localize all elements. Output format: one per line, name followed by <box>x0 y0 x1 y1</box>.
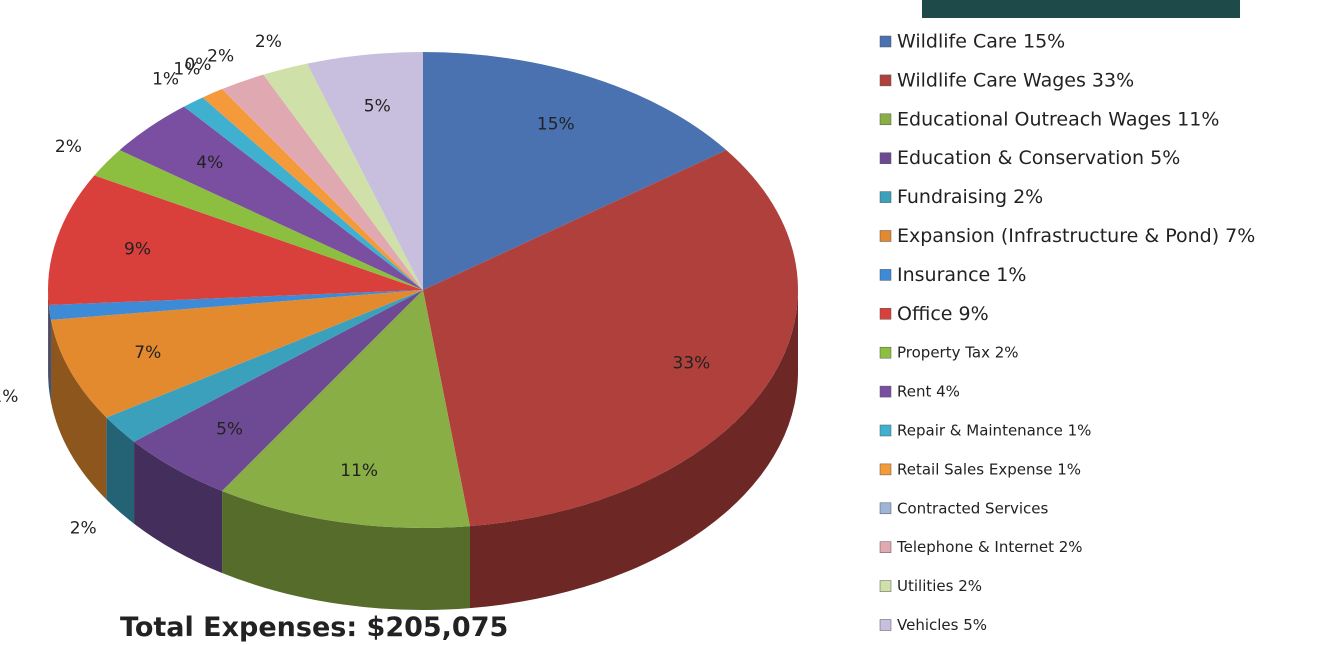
data-label: 1% <box>152 69 179 89</box>
data-label: 2% <box>255 32 282 52</box>
slice <box>48 175 423 305</box>
slice <box>263 63 423 291</box>
slice-side <box>106 417 135 524</box>
slice <box>119 106 424 290</box>
legend-label: Retail Sales Expense 1% <box>897 460 1081 478</box>
legend-swatch <box>879 619 892 631</box>
data-label: 2% <box>70 519 97 539</box>
legend-swatch <box>879 74 892 87</box>
slice <box>106 290 424 442</box>
data-label: 33% <box>673 354 711 374</box>
data-label: 5% <box>216 419 243 439</box>
legend-swatch <box>879 424 892 437</box>
legend-swatch <box>879 191 892 203</box>
data-label: 2% <box>207 46 234 66</box>
slice-side <box>134 441 223 573</box>
data-label: 1% <box>173 60 200 80</box>
legend-label: Rent 4% <box>897 383 960 401</box>
legend-label: Insurance 1% <box>897 264 1026 286</box>
data-label: 7% <box>134 343 161 363</box>
data-label: 4% <box>196 153 223 173</box>
legend-label: Education & Conservation 5% <box>897 147 1180 169</box>
data-label: 0% <box>184 55 211 75</box>
legend-label: Vehicles 5% <box>897 616 987 634</box>
legend-swatch <box>879 385 892 398</box>
legend-swatch <box>879 269 892 281</box>
slice <box>50 290 424 418</box>
legend-swatch <box>879 308 892 320</box>
legend-label: Utilities 2% <box>897 577 982 595</box>
slice <box>423 52 727 290</box>
legend-swatch <box>879 580 892 592</box>
data-label: 1% <box>0 387 18 407</box>
legend-label: Wildlife Care 15% <box>897 31 1065 53</box>
slice-side <box>469 290 798 609</box>
legend-label: Wildlife Care Wages 33% <box>897 69 1134 91</box>
slice <box>48 290 423 320</box>
slice <box>202 89 423 290</box>
slice <box>222 290 470 528</box>
legend-label: Expansion (Infrastructure & Pond) 7% <box>897 225 1255 247</box>
data-label: 11% <box>340 461 378 481</box>
legend-swatch <box>879 230 892 242</box>
chart-title: Total Expenses: $205,075 <box>120 612 508 643</box>
legend-label: Contracted Services <box>897 499 1048 517</box>
legend-swatch <box>879 35 892 48</box>
slice-side <box>48 304 51 402</box>
legend-swatch <box>879 463 892 476</box>
legend-label: Fundraising 2% <box>897 186 1043 208</box>
slice <box>423 150 798 527</box>
data-label: 5% <box>364 97 391 117</box>
slice <box>222 74 423 291</box>
legend-swatch <box>879 541 892 553</box>
data-label: 2% <box>55 137 82 157</box>
legend-label: Telephone & Internet 2% <box>896 538 1083 556</box>
slice-side <box>222 490 470 610</box>
data-label: 15% <box>537 115 575 135</box>
slice <box>307 52 423 290</box>
legend-label: Office 9% <box>897 303 989 325</box>
slice-side <box>50 319 107 500</box>
legend-label: Educational Outreach Wages 11% <box>897 108 1219 130</box>
slice <box>183 97 423 291</box>
legend-swatch <box>879 502 892 515</box>
legend-swatch <box>879 113 892 126</box>
legend-label: Repair & Maintenance 1% <box>897 422 1091 440</box>
photo <box>922 0 1240 18</box>
slice <box>134 290 423 491</box>
legend-swatch <box>879 152 892 164</box>
data-label: 9% <box>124 240 151 260</box>
slice-side <box>48 290 49 387</box>
legend-label: Property Tax 2% <box>897 344 1019 362</box>
slice <box>94 150 423 290</box>
legend-swatch <box>879 346 892 359</box>
